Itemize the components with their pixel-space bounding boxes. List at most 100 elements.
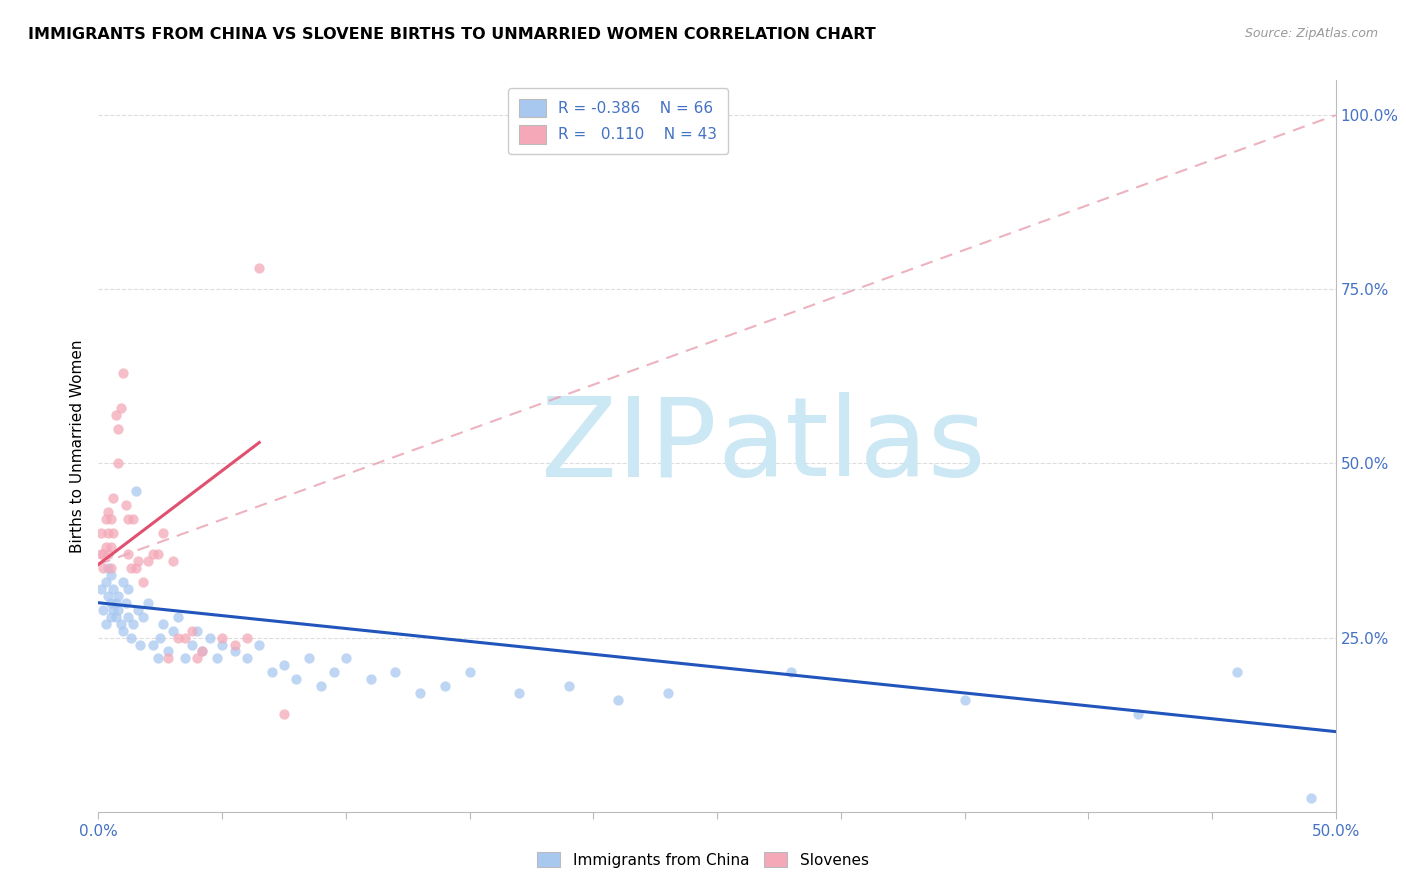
Point bbox=[114, 498, 136, 512]
Point bbox=[191, 644, 214, 658]
Point bbox=[166, 609, 188, 624]
Point bbox=[112, 624, 135, 638]
Point bbox=[322, 665, 344, 680]
Point bbox=[557, 679, 579, 693]
Point bbox=[409, 686, 432, 700]
Point bbox=[100, 567, 122, 582]
Point bbox=[104, 408, 127, 422]
Point bbox=[94, 574, 117, 589]
Point bbox=[953, 693, 976, 707]
Text: atlas: atlas bbox=[717, 392, 986, 500]
Point bbox=[142, 638, 165, 652]
Point bbox=[117, 609, 139, 624]
Legend: Immigrants from China, Slovenes: Immigrants from China, Slovenes bbox=[530, 844, 876, 875]
Point bbox=[1299, 790, 1322, 805]
Point bbox=[100, 596, 122, 610]
Point bbox=[174, 631, 197, 645]
Point bbox=[97, 561, 120, 575]
Point bbox=[152, 526, 174, 541]
Point bbox=[117, 582, 139, 596]
Legend: R = -0.386    N = 66, R =   0.110    N = 43: R = -0.386 N = 66, R = 0.110 N = 43 bbox=[508, 88, 728, 154]
Point bbox=[127, 603, 149, 617]
Point bbox=[156, 644, 179, 658]
Point bbox=[149, 631, 172, 645]
Point bbox=[132, 574, 155, 589]
Point bbox=[107, 457, 129, 471]
Point bbox=[152, 616, 174, 631]
Text: ZIP: ZIP bbox=[541, 392, 717, 500]
Point bbox=[110, 616, 132, 631]
Point bbox=[360, 673, 382, 687]
Point bbox=[273, 658, 295, 673]
Point bbox=[117, 512, 139, 526]
Point bbox=[142, 547, 165, 561]
Point bbox=[298, 651, 321, 665]
Point bbox=[112, 366, 135, 380]
Point bbox=[181, 638, 204, 652]
Point bbox=[186, 651, 208, 665]
Point bbox=[90, 547, 112, 561]
Point bbox=[97, 589, 120, 603]
Point bbox=[309, 679, 332, 693]
Point bbox=[93, 547, 115, 561]
Point bbox=[181, 624, 204, 638]
Point bbox=[97, 526, 120, 541]
Point bbox=[156, 651, 179, 665]
Point bbox=[103, 491, 125, 506]
Point bbox=[607, 693, 630, 707]
Point bbox=[110, 401, 132, 415]
Point bbox=[94, 540, 117, 554]
Point bbox=[94, 616, 117, 631]
Point bbox=[236, 651, 259, 665]
Point bbox=[104, 596, 127, 610]
Point bbox=[236, 631, 259, 645]
Point bbox=[129, 638, 152, 652]
Point bbox=[384, 665, 406, 680]
Point bbox=[93, 603, 115, 617]
Point bbox=[114, 596, 136, 610]
Point bbox=[273, 707, 295, 722]
Point bbox=[100, 512, 122, 526]
Point bbox=[107, 421, 129, 435]
Point bbox=[127, 554, 149, 568]
Point bbox=[211, 631, 233, 645]
Point bbox=[162, 554, 184, 568]
Point bbox=[247, 638, 270, 652]
Point bbox=[112, 574, 135, 589]
Point bbox=[285, 673, 308, 687]
Point bbox=[107, 589, 129, 603]
Point bbox=[146, 547, 169, 561]
Point bbox=[100, 540, 122, 554]
Point bbox=[97, 505, 120, 519]
Point bbox=[94, 512, 117, 526]
Point bbox=[458, 665, 481, 680]
Point bbox=[260, 665, 283, 680]
Point bbox=[335, 651, 357, 665]
Point bbox=[224, 638, 246, 652]
Point bbox=[90, 526, 112, 541]
Point bbox=[124, 561, 146, 575]
Point bbox=[122, 616, 145, 631]
Point bbox=[211, 638, 233, 652]
Point bbox=[103, 582, 125, 596]
Point bbox=[186, 624, 208, 638]
Point bbox=[100, 609, 122, 624]
Point bbox=[107, 603, 129, 617]
Point bbox=[166, 631, 188, 645]
Point bbox=[1126, 707, 1149, 722]
Point bbox=[146, 651, 169, 665]
Point bbox=[120, 561, 142, 575]
Point bbox=[198, 631, 221, 645]
Point bbox=[100, 561, 122, 575]
Point bbox=[136, 554, 159, 568]
Point bbox=[191, 644, 214, 658]
Point bbox=[433, 679, 456, 693]
Point bbox=[205, 651, 228, 665]
Point bbox=[124, 484, 146, 499]
Point bbox=[120, 631, 142, 645]
Point bbox=[97, 547, 120, 561]
Point bbox=[657, 686, 679, 700]
Point bbox=[104, 609, 127, 624]
Point bbox=[247, 261, 270, 276]
Point bbox=[90, 582, 112, 596]
